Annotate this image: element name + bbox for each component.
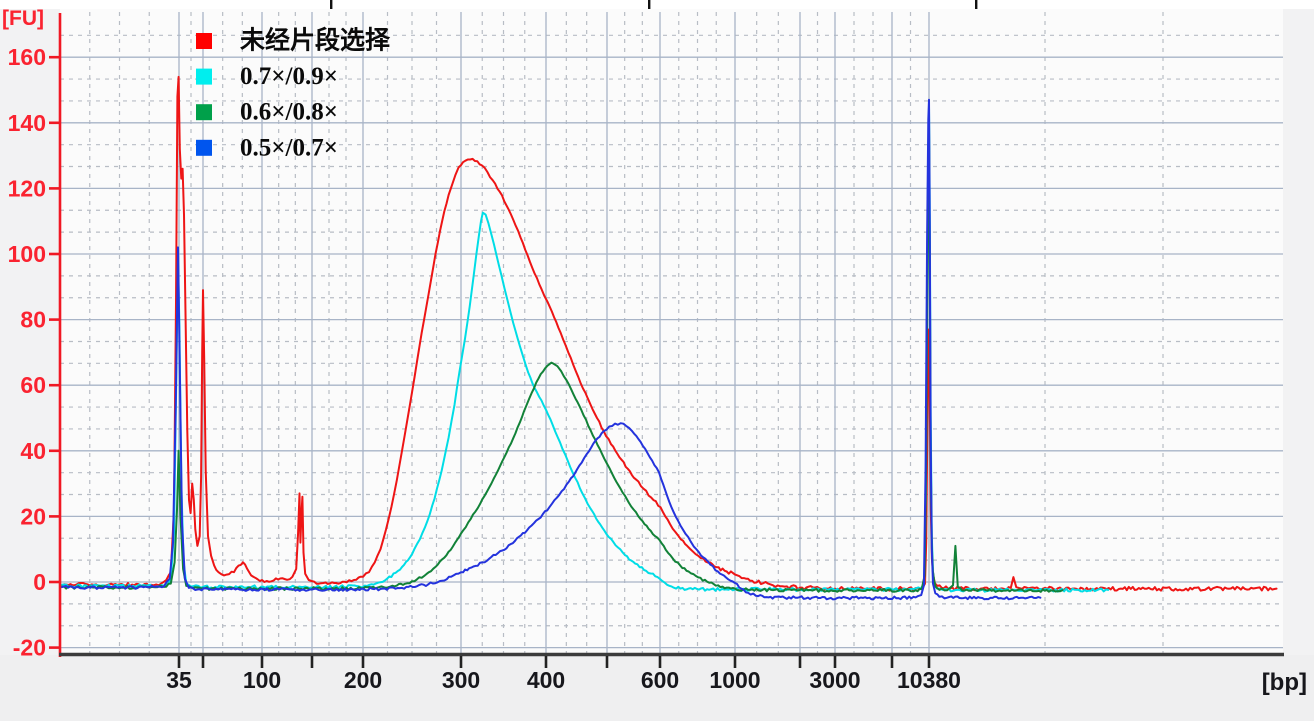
x-tick-label: 35 [166,667,192,693]
x-tick-label: 400 [527,667,565,693]
y-tick-label: 20 [20,503,46,529]
y-tick-label: -20 [13,635,46,661]
y-tick-label: 80 [20,307,46,333]
x-tick-label: 10380 [897,667,961,693]
y-axis-tick-labels: 160 140 120 100 80 60 40 20 0 -20 [8,44,46,660]
y-axis-ticks [49,55,60,649]
ruler-tick [975,0,978,9]
legend-swatch [196,104,212,121]
x-tick-label: 200 [344,667,382,693]
ruler-tick [330,0,333,9]
x-tick-label: 100 [243,667,281,693]
grid-minor-lines [60,12,1283,654]
x-tick-label: 1000 [709,667,760,693]
top-ruler-strip [0,0,1314,9]
x-axis-tick-labels: 35 100 200 300 400 600 1000 3000 10380 [166,667,961,693]
y-tick-label: 120 [8,175,46,201]
y-tick-label: 60 [20,372,46,398]
legend-swatch [196,139,212,156]
x-tick-label: 3000 [809,667,860,693]
legend-swatch [196,33,212,49]
x-axis-ticks [177,656,931,668]
top-ruler-ticks [330,0,978,9]
ruler-tick [648,0,651,9]
legend-label: 0.6×/0.8× [240,99,338,126]
legend: 未经片段选择 0.7×/0.9× 0.6×/0.8× 0.5×/0.7× [196,26,391,161]
x-tick-label: 600 [641,667,679,693]
legend-swatch [196,68,212,85]
legend-label: 未经片段选择 [240,26,391,55]
y-tick-label: 140 [8,110,46,136]
series-sel-05-07 [59,98,1042,601]
plot-area-background [60,9,1283,655]
bottom-margin [0,655,1314,721]
trace-curves [59,75,1278,601]
x-axis-unit-label: [bp] [1262,669,1307,696]
y-axis-unit-label: [FU] [2,7,44,30]
x-tick-label: 300 [442,667,480,693]
series-unselected [59,75,1278,592]
y-tick-label: 40 [20,438,46,464]
y-tick-label: 0 [33,569,46,595]
legend-label: 0.7×/0.9× [240,63,338,90]
y-tick-label: 100 [8,241,46,267]
legend-label: 0.5×/0.7× [240,134,338,161]
y-tick-label: 160 [8,44,46,70]
